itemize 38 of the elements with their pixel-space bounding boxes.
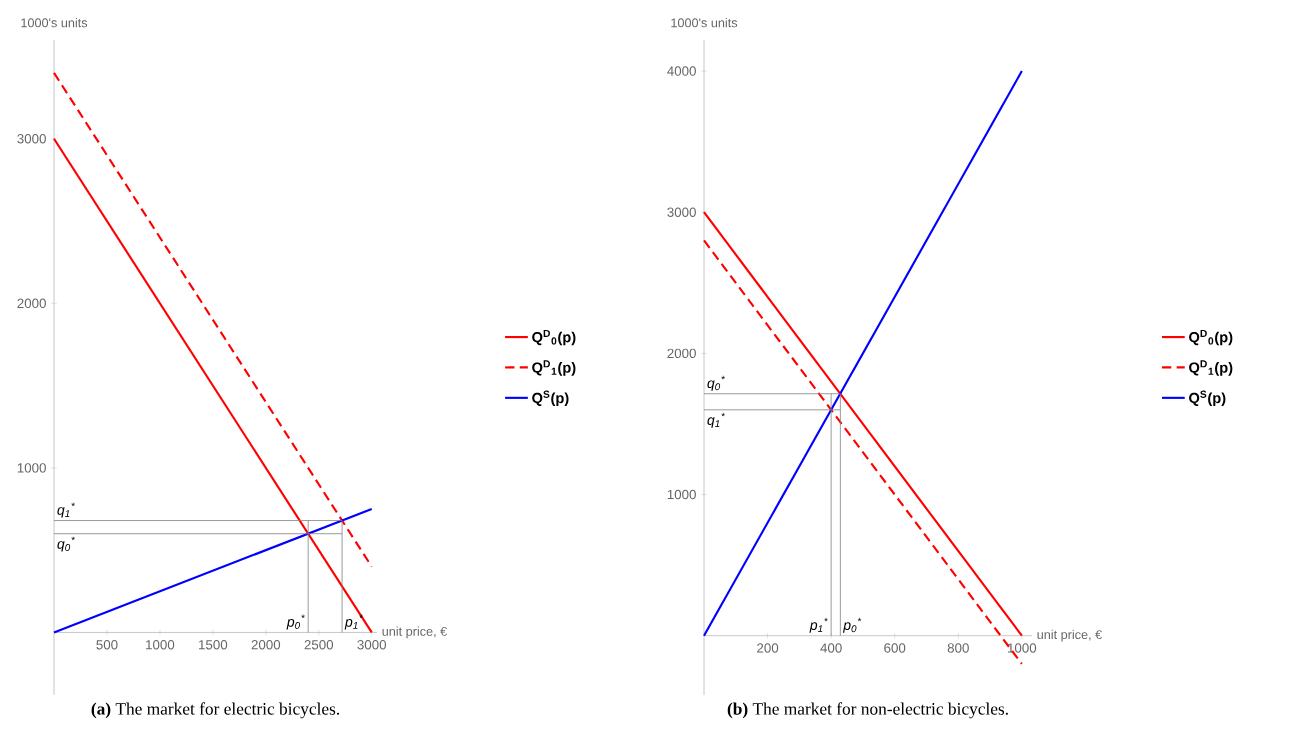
y-tick-label: 3000 [17,134,46,144]
x-tick-label: 400 [820,643,842,653]
ref-line-label: p$_{1}$* [344,614,363,630]
legend-label: Q$^{S}$(p) [532,390,569,407]
ref-line-label: p$_{0}$* [842,617,862,633]
legend-label: Q$^{S}$(p) [1189,390,1226,407]
x-tick-label: 1000 [146,640,175,650]
y-tick-label: 2000 [667,348,696,359]
ref-line-label: q$_{1}$* [707,412,725,428]
y-tick-label: 2000 [17,298,46,309]
legend-label: Q$^{D}$$_{1}$(p) [532,360,576,376]
text: (b) The market for non-electric bicycles. [727,702,1008,719]
y-tick-label: 1000 [667,489,696,500]
ref-line-label: q$_{0}$* [707,375,725,391]
x-tick-label: 600 [884,643,906,653]
x-tick-label: 1500 [199,640,228,650]
x-tick-label: 2500 [304,640,334,650]
x-tick-label: 3000 [357,640,387,650]
x-axis-title: unit price, € [1037,629,1102,642]
x-tick-label: 200 [757,643,779,653]
text: (a) The market for electric bicycles. [91,702,340,719]
y-tick-label: 1000 [17,463,46,473]
legend-label: Q$^{D}$$_{0}$(p) [1189,329,1233,346]
y-axis-title: 1000's units [21,17,88,28]
x-tick-label: 500 [96,640,118,650]
y-tick-label: 3000 [667,207,696,217]
x-axis-title: unit price, € [382,626,447,639]
x-tick-label: 1000 [1008,643,1037,653]
legend-label: Q$^{D}$$_{0}$(p) [532,329,576,346]
x-tick-label: 2000 [251,640,281,650]
ref-line-label: p$_{1}$* [809,617,828,633]
legend-label: Q$^{D}$$_{1}$(p) [1189,360,1233,376]
x-tick-label: 800 [947,643,969,653]
ref-line-label: q$_{0}$* [57,536,75,552]
y-axis-title: 1000's units [671,17,738,28]
y-tick-label: 4000 [667,66,696,76]
ref-line-label: q$_{1}$* [57,502,75,518]
ref-line-label: p$_{0}$* [286,614,305,630]
